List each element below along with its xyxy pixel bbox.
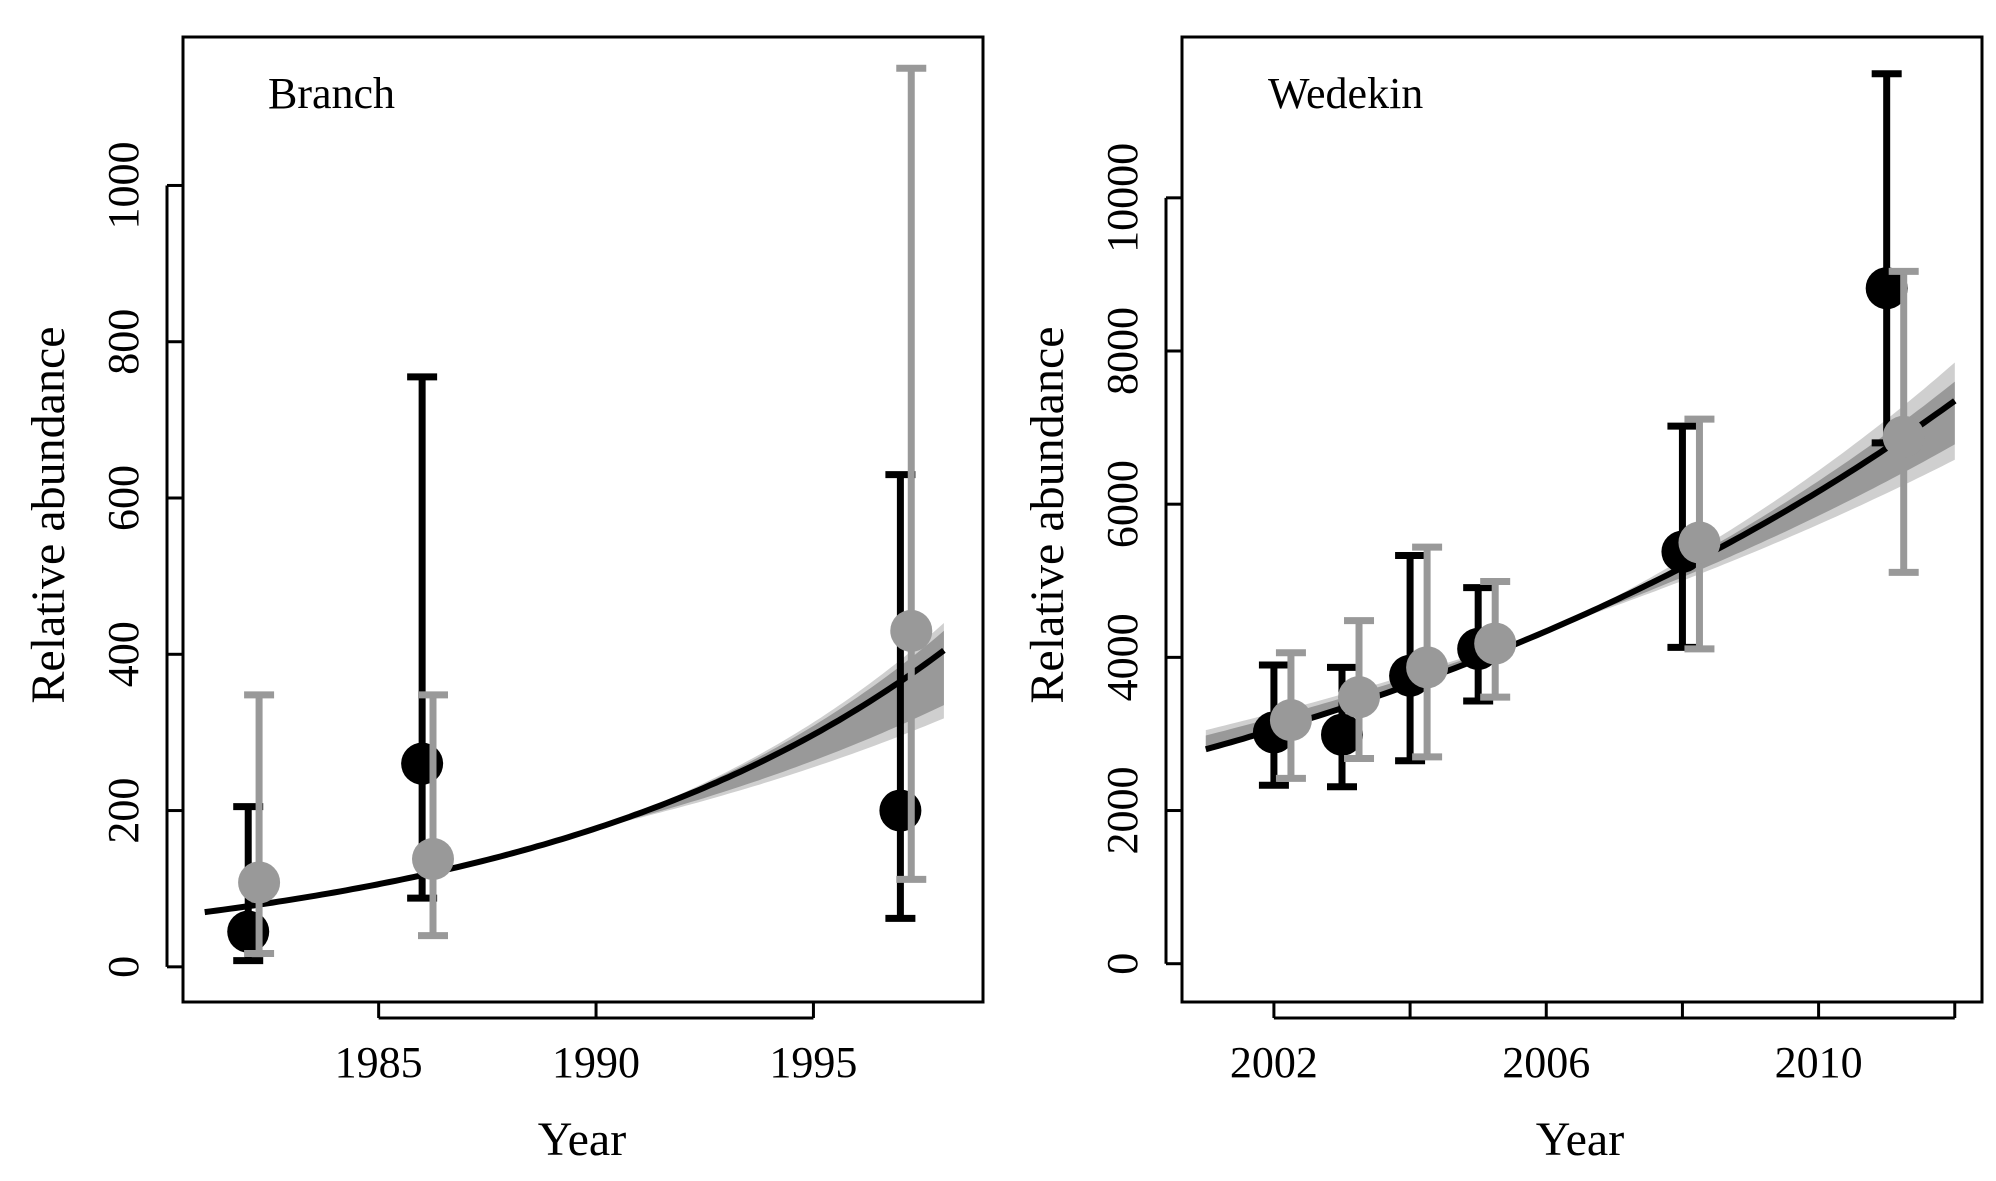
y-tick-label: 6000	[1098, 460, 1147, 548]
error-bar	[244, 691, 275, 958]
y-tick-label: 800	[99, 309, 148, 375]
data-point	[238, 861, 281, 904]
data-point	[879, 789, 922, 832]
y-tick-label: 600	[99, 465, 148, 531]
y-tick-label: 0	[99, 956, 148, 978]
x-tick-label: 1995	[769, 1038, 857, 1087]
series-grey	[238, 64, 933, 958]
panel-title: Branch	[268, 69, 395, 118]
series-grey	[1269, 267, 1925, 782]
y-tick-label: 200	[99, 778, 148, 844]
data-point	[1882, 415, 1925, 458]
trend-line	[1204, 398, 1957, 753]
data-point	[890, 609, 933, 652]
data-point	[401, 742, 444, 785]
x-tick-label: 2002	[1230, 1038, 1318, 1087]
plot-frame	[1180, 35, 1984, 1004]
x-axis-title: Year	[1536, 1113, 1624, 1166]
y-tick-label: 4000	[1098, 613, 1147, 701]
confidence-band-inner	[204, 630, 944, 913]
y-tick-label: 10000	[1098, 143, 1147, 253]
y-tick-label: 400	[99, 621, 148, 687]
panel-branch: 0 200 400 600 800 1000 1985 1990 1995 Branch Year R…	[22, 35, 985, 1166]
error-bar	[896, 64, 927, 883]
data-point	[1406, 646, 1449, 689]
data-point	[412, 838, 454, 881]
confidence-band-outer	[1205, 362, 1955, 753]
trend-line	[204, 647, 946, 916]
error-bar	[1871, 70, 1902, 447]
y-tick-label: 8000	[1098, 307, 1147, 395]
data-point	[1865, 267, 1908, 310]
x-tick-label: 1990	[552, 1038, 640, 1087]
error-bar	[418, 691, 448, 940]
y-axis-title: Relative abundance	[1021, 326, 1074, 703]
confidence-band-outer	[204, 623, 944, 913]
x-tick-label: 1985	[335, 1038, 423, 1087]
data-point	[1678, 521, 1721, 564]
series-black	[227, 373, 922, 965]
y-tick-label: 0	[1098, 953, 1147, 975]
plot-frame	[181, 35, 985, 1004]
data-point	[1338, 676, 1381, 719]
x-tick-label: 2010	[1775, 1038, 1863, 1087]
x-axis-title: Year	[538, 1113, 626, 1166]
confidence-band-inner	[1205, 381, 1955, 750]
data-point	[1474, 622, 1517, 665]
panel-wedekin: 0 2000 4000 6000 8000 10000 2002 2006 2010 Wedeki…	[1021, 35, 1984, 1166]
data-point	[1321, 713, 1363, 756]
y-axis-title: Relative abundance	[22, 326, 75, 703]
y-tick-label: 2000	[1098, 767, 1147, 855]
data-point	[227, 910, 270, 953]
y-tick-label: 1000	[99, 141, 148, 229]
data-point	[1269, 699, 1312, 742]
panel-title: Wedekin	[1268, 69, 1423, 118]
x-tick-label: 2006	[1502, 1038, 1590, 1087]
